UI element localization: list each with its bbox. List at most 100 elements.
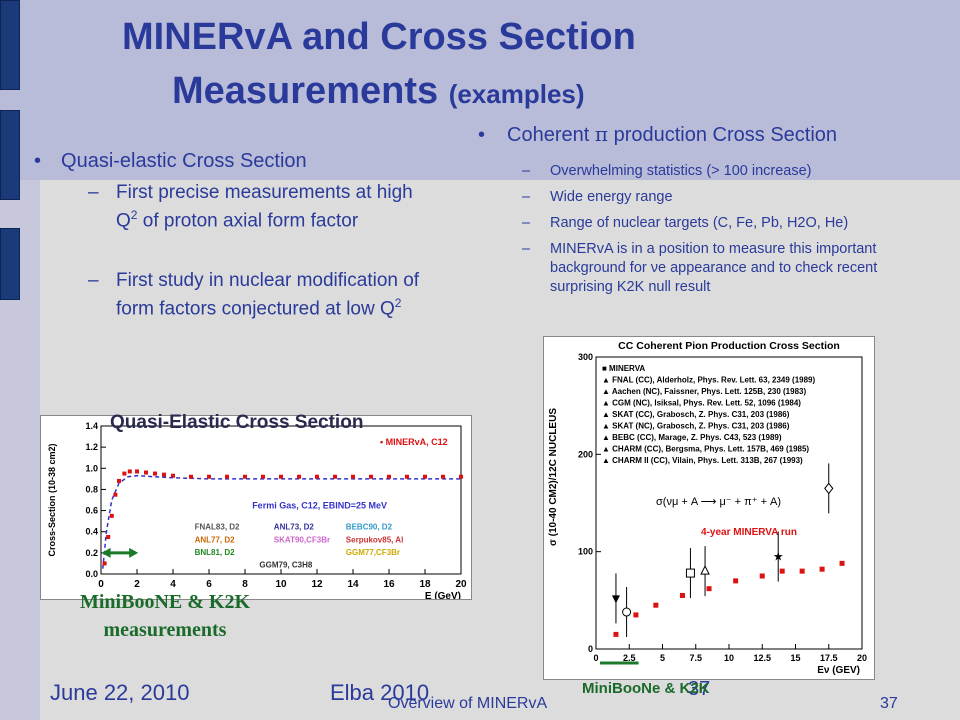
coh-legend-entry: ▲ BEBC (CC), Marage, Z. Phys. C43, 523 (…	[602, 433, 782, 442]
coherent-plot-panel: CC Coherent Pion Production Cross Sectio…	[543, 336, 875, 680]
coh-legend-entry: ▲ SKAT (NC), Grabosch, Z. Phys. C31, 203…	[602, 422, 790, 431]
coh-x-tick-label: 2.5	[623, 653, 636, 663]
qe-minerva-point	[189, 474, 193, 479]
title-background	[0, 0, 960, 180]
qe-x-tick-label: 12	[311, 579, 323, 590]
coh-minerva-point	[613, 631, 619, 637]
qe-legend-entry: GGM79, C3H8	[259, 561, 312, 570]
coh-minerva-point	[653, 602, 659, 608]
qe-x-label: E (GeV)	[425, 591, 461, 599]
qe-minerva-point	[261, 474, 265, 479]
qe-x-tick-label: 4	[170, 579, 176, 590]
qe-minerva-point	[106, 535, 111, 539]
coh-y-tick-label: 0	[588, 644, 593, 654]
qe-x-tick-label: 10	[275, 579, 287, 590]
qe-y-tick-label: 0.2	[85, 548, 98, 558]
qe-minerva-point	[162, 472, 166, 477]
qe-minerva-label: • MINERvA, C12	[380, 437, 448, 447]
qe-y-tick-label: 1.0	[85, 463, 98, 473]
qe-arrow-head-right	[129, 547, 139, 558]
qe-minerva-point	[171, 473, 175, 478]
coh-minerva-point	[799, 568, 805, 574]
qe-x-tick-label: 0	[98, 579, 104, 590]
sup-2b: 2	[394, 296, 402, 310]
coh-minerva-point	[759, 573, 765, 579]
coh-minerva-point	[819, 566, 825, 572]
coh-marker: ★	[773, 550, 784, 564]
qe-x-tick-label: 14	[347, 579, 359, 590]
coh-y-label: σ (10-40 CM2)/12C NUCLEUS	[548, 408, 559, 546]
qe-legend-entry: ANL77, D2	[195, 535, 236, 544]
qe-minerva-point	[351, 474, 355, 479]
coh-legend-entry: ■ MINERVA	[602, 364, 645, 373]
qe-y-tick-label: 0.8	[85, 484, 98, 494]
qe-minerva-point	[144, 470, 148, 475]
coh-x-tick-label: 17.5	[820, 653, 838, 663]
qe-legend-entry: BEBC90, D2	[346, 523, 393, 532]
coh-y-tick-label: 100	[578, 547, 593, 557]
coh-marker	[622, 607, 632, 617]
coh-title: CC Coherent Pion Production Cross Sectio…	[618, 340, 840, 352]
coh-minerva-point	[839, 560, 845, 566]
qe-y-tick-label: 0.6	[85, 506, 98, 516]
qe-minerva-point	[122, 471, 127, 476]
qe-minerva-point	[102, 561, 107, 566]
qe-minerva-point	[207, 474, 211, 479]
qe-fermi-label: Fermi Gas, C12, EBIND=25 MeV	[252, 500, 387, 510]
qe-minerva-point	[333, 474, 337, 479]
right-sub-item: – Overwhelming statistics (> 100 increase…	[522, 163, 812, 179]
right-sub-item: – MINERvA is in a position to measure thi…	[522, 241, 878, 295]
left-sub-1-text-b: of proton axial form factor	[137, 210, 359, 232]
qe-minerva-point	[279, 474, 283, 479]
coh-x-tick-label: 12.5	[753, 653, 771, 663]
right-bullet-text-b: production Cross Section	[613, 124, 838, 146]
coh-legend-entry: ▲ CGM (NC), Isiksal, Phys. Rev. Lett. 52…	[602, 399, 801, 408]
coh-legend-entry: ▲ Aachen (NC), Faissner, Phys. Lett. 125…	[602, 387, 806, 396]
left-sub-1: – First precise measurements at high Q2 …	[88, 182, 413, 232]
coh-x-tick-label: 0	[593, 653, 598, 663]
title-suffix: (examples)	[448, 79, 585, 109]
coh-y-tick-label: 200	[578, 449, 593, 459]
qe-legend-entry: Serpukov85, Al	[346, 535, 404, 544]
qe-minerva-point	[127, 469, 132, 474]
sup-2a: 2	[130, 208, 138, 222]
footer-page-overlay: 37	[688, 678, 711, 700]
left-caption: MiniBooNE & K2K measurements	[40, 588, 290, 644]
qe-x-tick-label: 18	[419, 579, 431, 590]
left-sub-2-text: First study in nuclear modification of f…	[116, 270, 420, 320]
pi-symbol: π	[594, 122, 609, 146]
coh-legend-entry: ▲ CHARM II (CC), Vilain, Phys. Lett. 313…	[602, 456, 803, 465]
qe-minerva-point	[441, 474, 445, 479]
coh-formula: σ(νμ + A ⟶ μ⁻ + π⁺ + A)	[656, 496, 781, 508]
qe-minerva-point	[315, 474, 319, 479]
qe-legend-entry: BNL81, D2	[195, 548, 236, 557]
coh-x-tick-label: 10	[724, 653, 734, 663]
footer-page: 37	[880, 695, 898, 712]
coh-run-label: 4-year MINERVA run	[701, 527, 797, 538]
qe-legend-entry: ANL73, D2	[274, 523, 315, 532]
qe-x-tick-label: 20	[455, 579, 467, 590]
right-sub-list: – Overwhelming statistics (> 100 increase…	[522, 162, 942, 297]
slide-title-line1: MINERvA and Cross Section	[122, 16, 636, 58]
qe-y-tick-label: 1.4	[85, 421, 98, 431]
qe-legend-entry: GGM77,CF3Br	[346, 548, 400, 557]
coh-legend-entry: ▲ SKAT (CC), Grabosch, Z. Phys. C31, 203…	[602, 410, 790, 419]
qe-x-tick-label: 16	[383, 579, 395, 590]
left-bullet-text: Quasi-elastic Cross Section	[61, 150, 307, 172]
left-caption-line1: MiniBooNE & K2K	[79, 591, 250, 613]
qe-legend-entry: FNAL83, D2	[195, 523, 240, 532]
qe-minerva-point	[109, 513, 114, 518]
qe-minerva-point	[405, 474, 409, 479]
title-main-word: Measurements	[172, 70, 439, 112]
coh-legend-entry: ▲ FNAL (CC), Alderholz, Phys. Rev. Lett.…	[602, 376, 815, 385]
coh-marker	[685, 568, 695, 578]
coh-legend-entry: ▲ CHARM (CC), Bergsma, Phys. Lett. 157B,…	[602, 445, 809, 454]
qe-y-label: Cross-Section (10-38 cm2)	[47, 443, 57, 556]
qe-minerva-point	[297, 474, 301, 479]
slide-title-line2: Measurements (examples)	[172, 70, 585, 113]
qe-arrow-head-left	[101, 547, 111, 558]
footer-talk: Overview of MINERvA	[388, 695, 548, 712]
footer-date: June 22, 2010	[50, 680, 190, 705]
qe-x-tick-label: 6	[206, 579, 212, 590]
coh-minerva-point	[633, 612, 639, 618]
